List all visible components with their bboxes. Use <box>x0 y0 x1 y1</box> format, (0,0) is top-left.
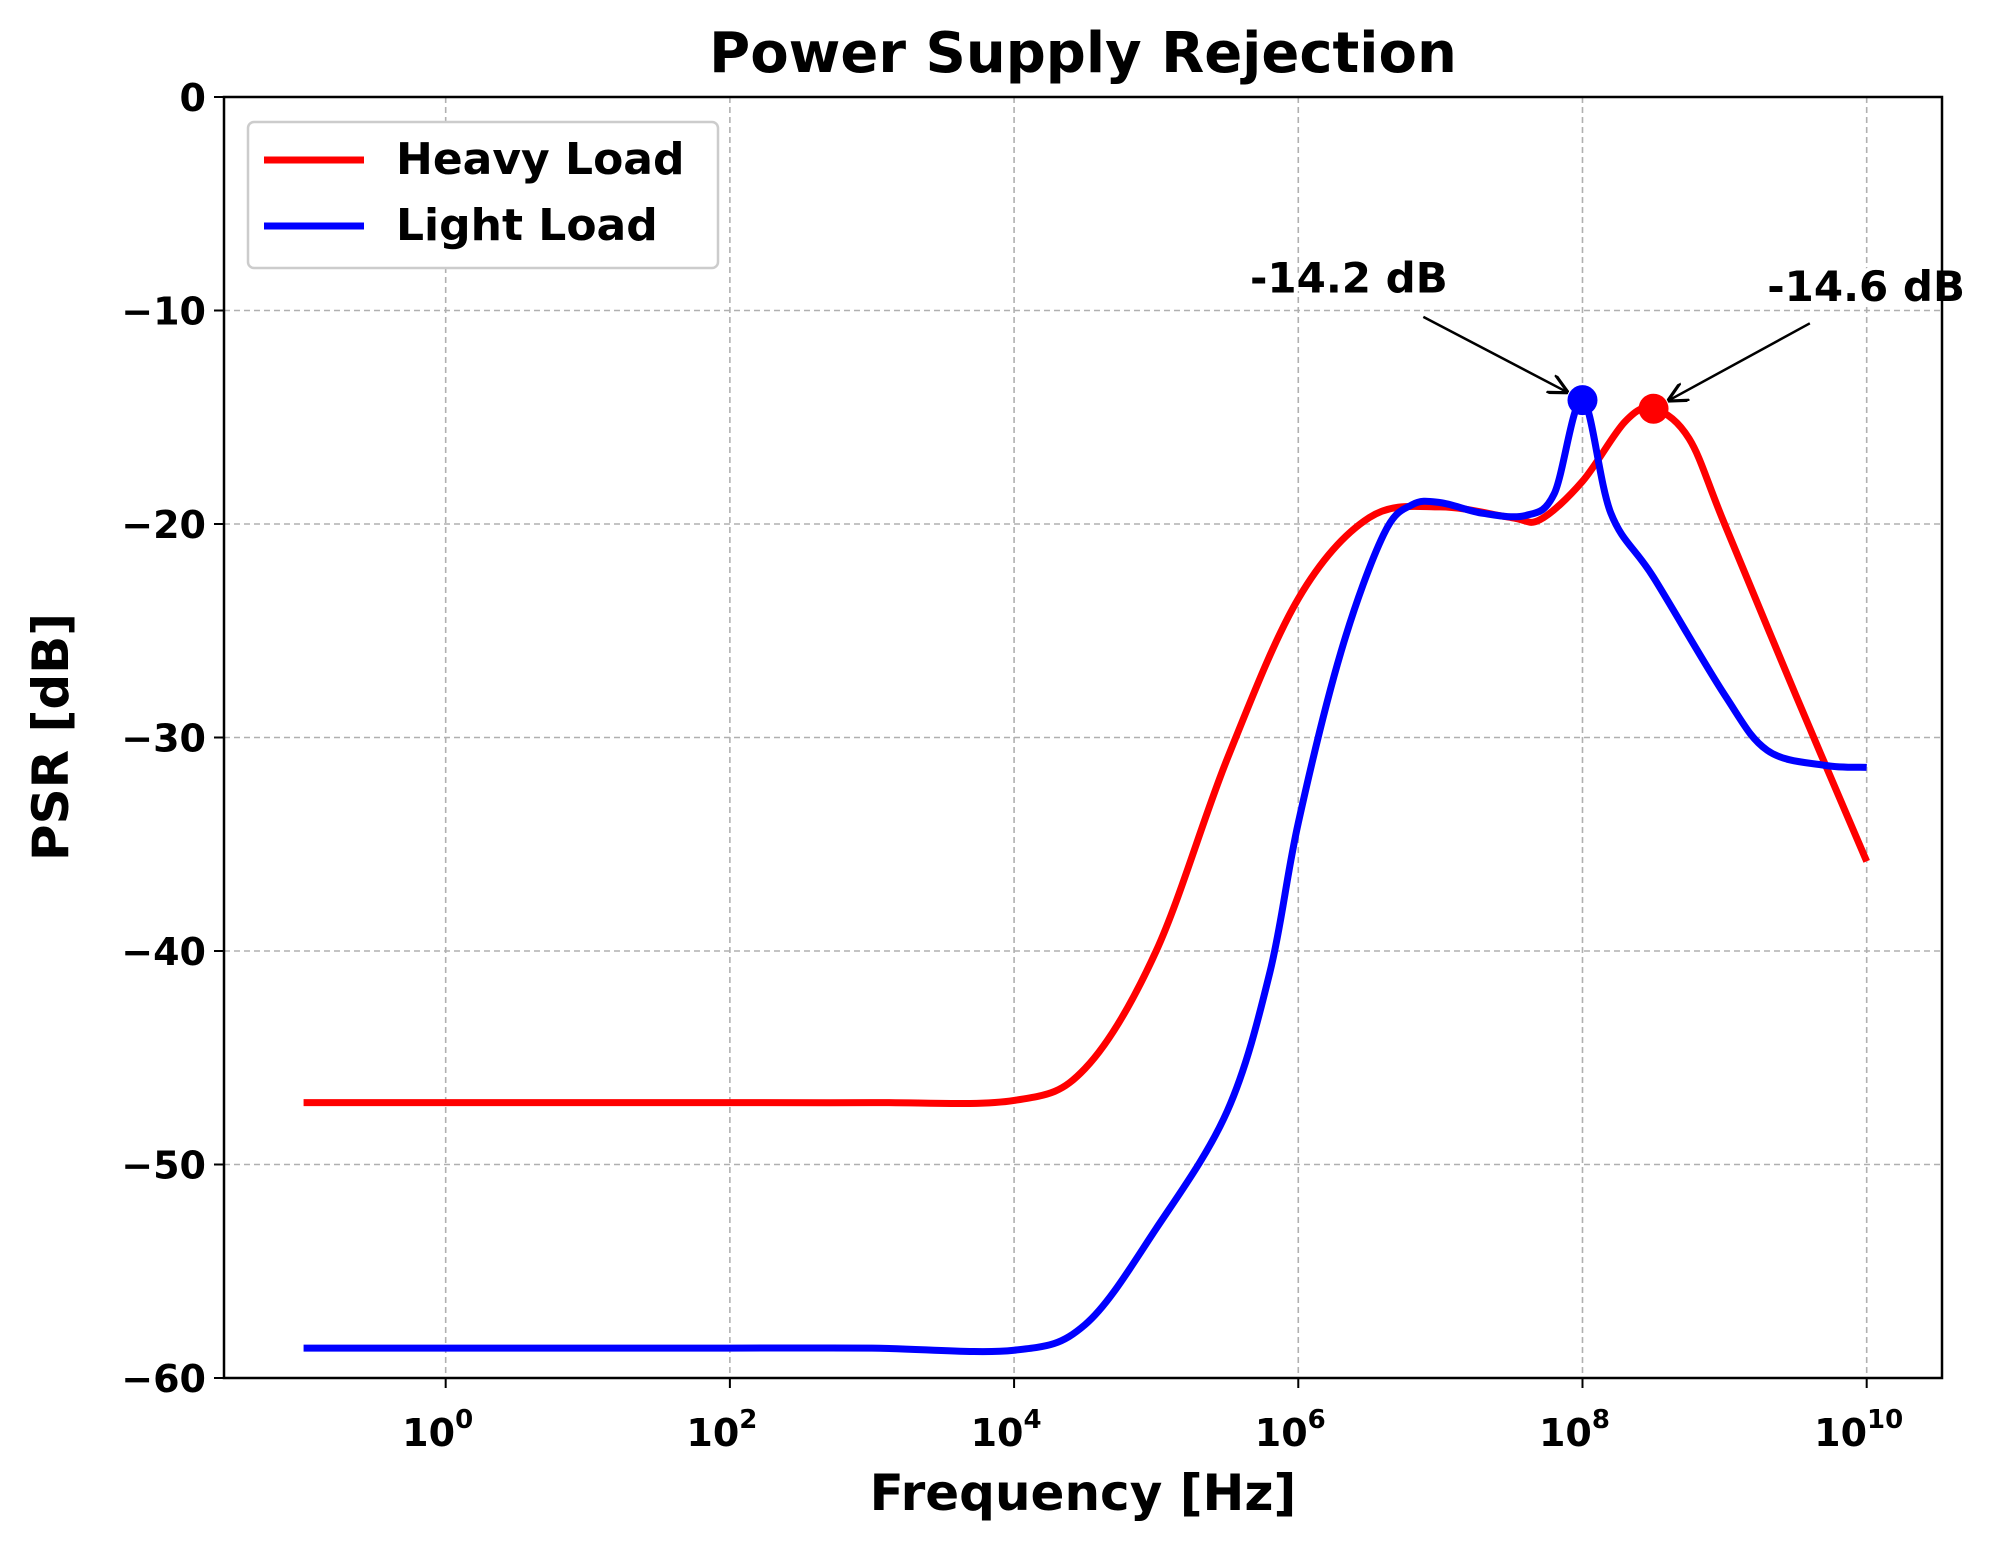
x-tick-label: 104 <box>971 1405 1042 1455</box>
peak-marker <box>1638 393 1669 424</box>
series-line-heavy-load <box>303 404 1870 1108</box>
legend: Heavy Load Light Load <box>246 120 720 270</box>
series-lines <box>303 396 1870 1356</box>
legend-label-heavy: Heavy Load <box>396 134 685 185</box>
annotation-arrow <box>1669 322 1811 400</box>
peak-marker <box>1567 385 1598 416</box>
x-axis-label: Frequency [Hz] <box>870 1464 1297 1522</box>
x-tick-label: 1010 <box>1814 1405 1903 1455</box>
annotations: -14.2 dB -14.6 dB <box>1246 249 1969 424</box>
y-tick-label: −50 <box>121 1144 206 1188</box>
annotation-label: -14.6 dB <box>1767 262 1965 311</box>
y-tick-label: −40 <box>121 930 206 974</box>
y-tick-label: 0 <box>180 76 206 120</box>
legend-box <box>246 120 720 270</box>
x-tick-label: 106 <box>1255 1405 1326 1455</box>
series-line-light-load <box>303 396 1867 1356</box>
annotation-label: -14.2 dB <box>1250 253 1448 302</box>
y-axis-label: PSR [dB] <box>22 613 80 861</box>
y-tick-label: −10 <box>121 290 206 334</box>
x-tick-label: 108 <box>1539 1405 1610 1455</box>
ticks: 100 102 104 106 108 1010 0 −10 −20 −30 −40 −50 −60 <box>121 76 1903 1455</box>
grid <box>224 97 1942 1378</box>
annotation-arrow <box>1422 315 1566 392</box>
x-tick-label: 102 <box>686 1405 757 1455</box>
y-tick-label: −20 <box>121 503 206 547</box>
legend-label-light: Light Load <box>396 200 658 251</box>
y-tick-label: −60 <box>121 1357 206 1401</box>
x-tick-label: 100 <box>402 1405 473 1455</box>
chart-title: Power Supply Rejection <box>709 21 1457 86</box>
y-tick-label: −30 <box>121 717 206 761</box>
